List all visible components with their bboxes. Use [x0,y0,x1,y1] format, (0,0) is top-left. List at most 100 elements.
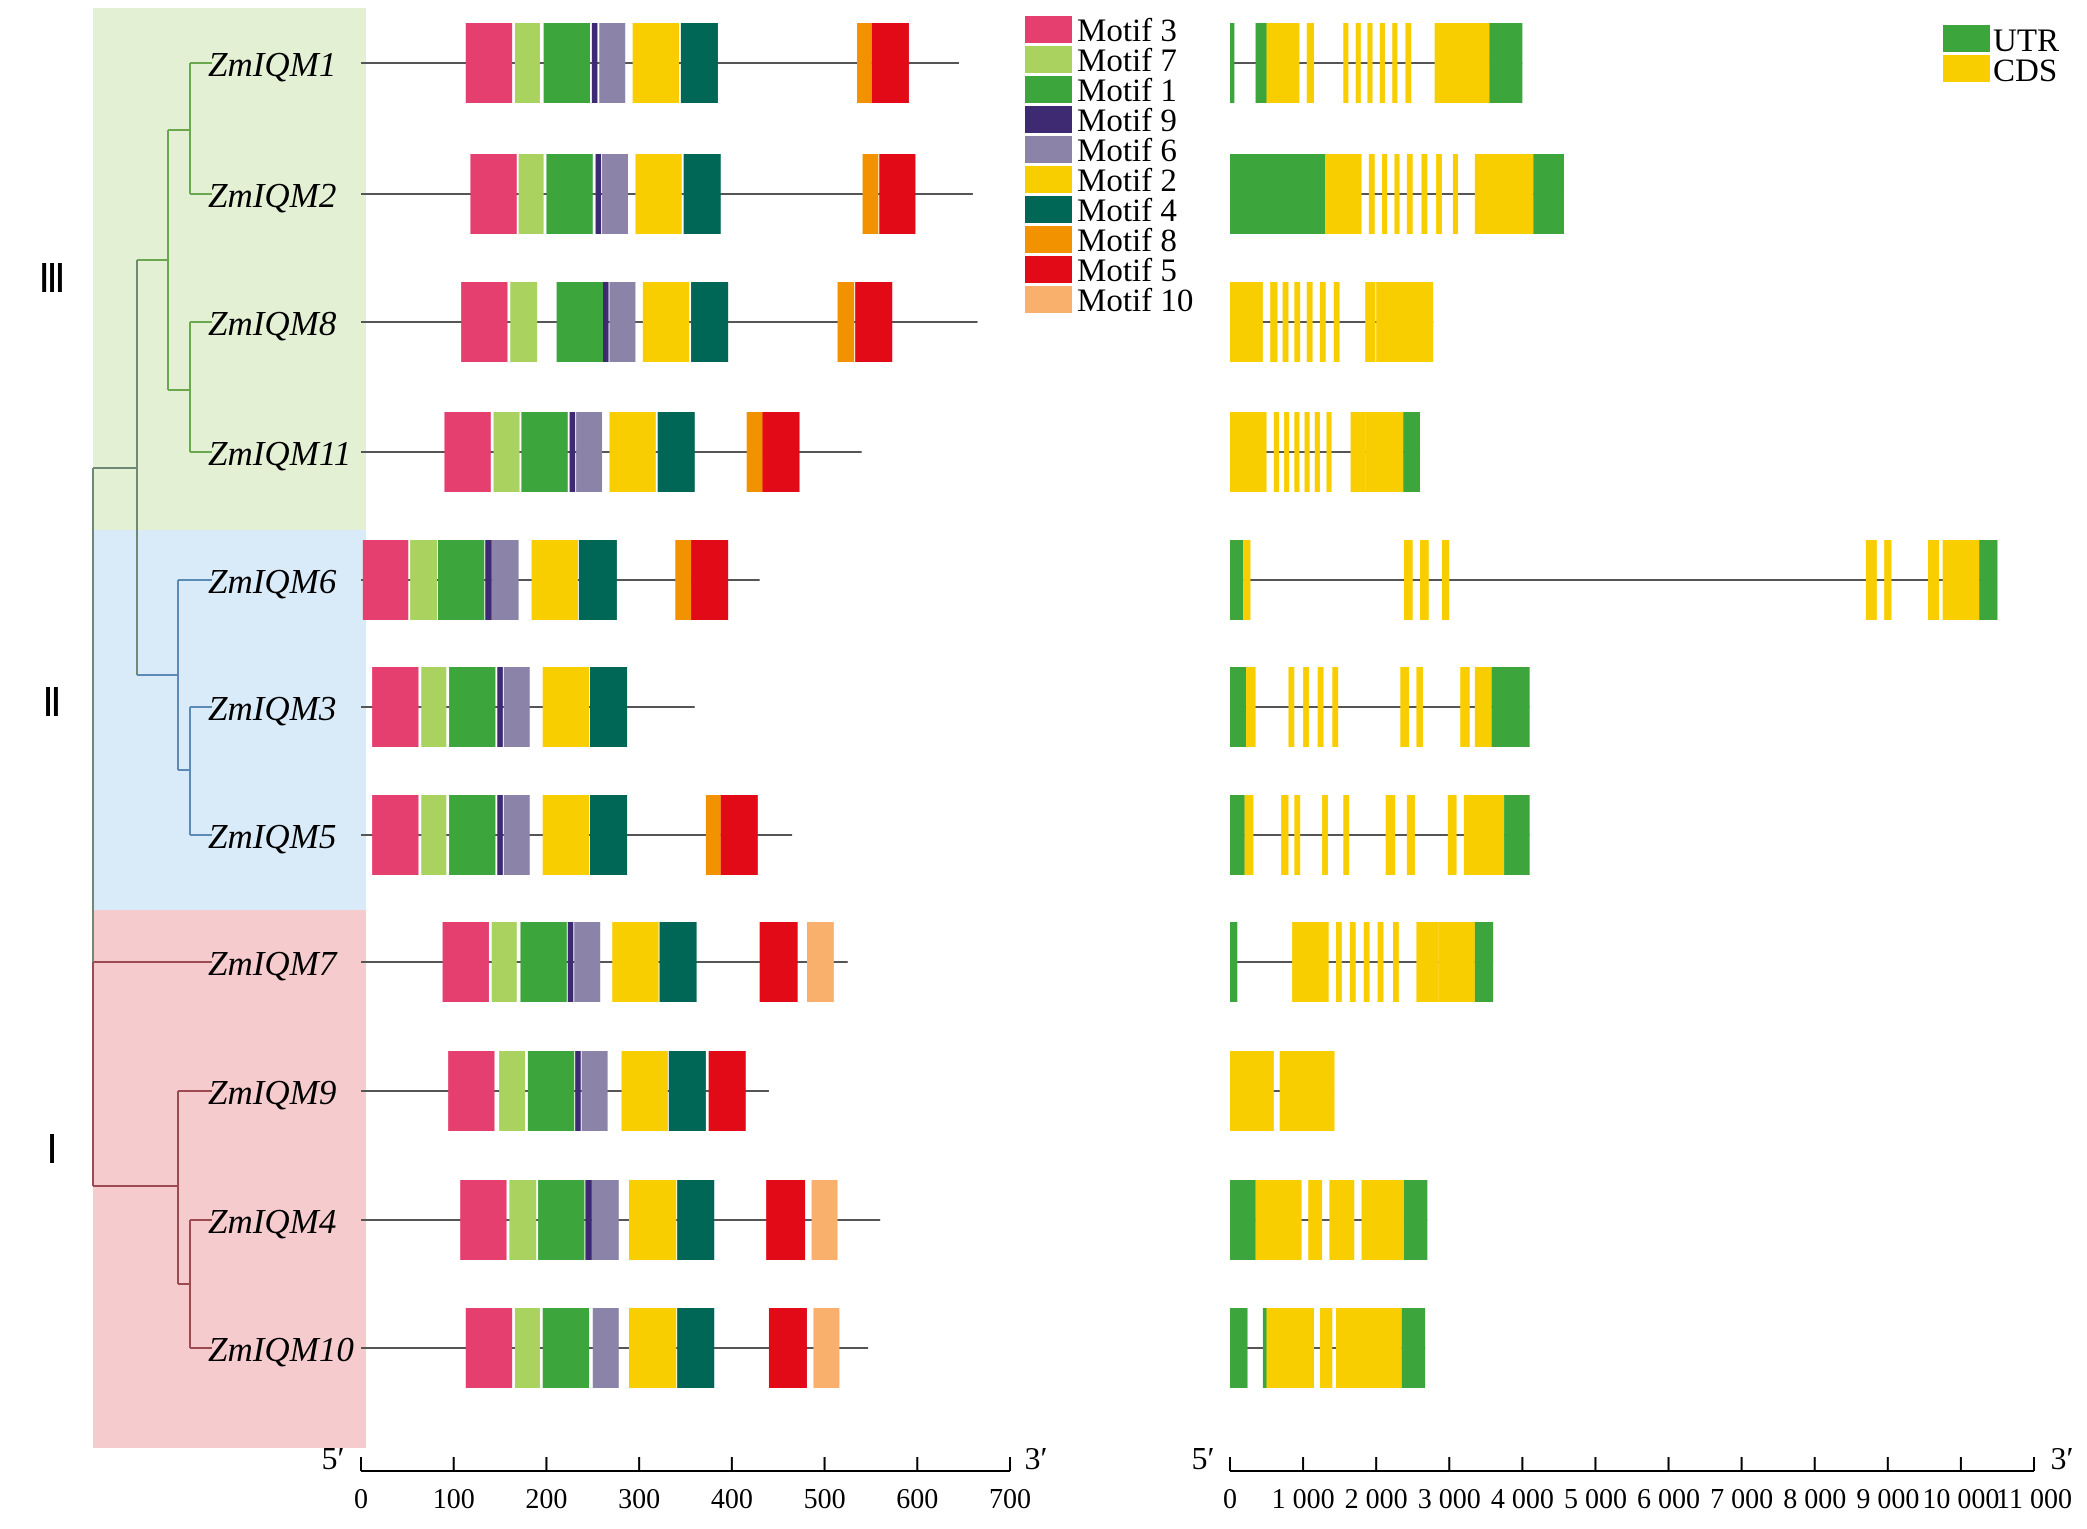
motif-block-motif-9 [497,795,503,875]
exon-utr [1230,1180,1256,1260]
motif-block-motif-6 [591,1180,619,1260]
tick-label: 4 000 [1491,1484,1554,1515]
exon-cds [1243,540,1251,620]
exon-cds [1325,154,1362,234]
motif-block-motif-5 [879,154,916,234]
motif-block-motif-1 [542,1308,590,1388]
motif-block-motif-8 [675,540,692,620]
legend-label-motif-6: Motif 6 [1077,133,1177,169]
motif-block-motif-4 [680,23,718,103]
exon-utr [1401,1308,1426,1388]
exon-cds [1361,1180,1404,1260]
legend-swatch-cds [1943,55,1990,82]
motif-block-motif-3 [460,1180,507,1260]
legend-swatch-motif-7 [1025,46,1072,73]
exon-cds [1394,154,1400,234]
legend-label-motif-1: Motif 1 [1077,73,1177,109]
exon-cds [1329,1180,1355,1260]
legend-label-motif-9: Motif 9 [1077,103,1177,139]
legend-label-motif-3: Motif 3 [1077,13,1177,49]
structure-row-zmiqm1 [1230,23,1523,103]
motif-block-motif-3 [448,1051,495,1131]
exon-cds [1367,23,1373,103]
motif-row-zmiqm1 [361,23,960,103]
exon-utr [1491,667,1530,747]
structure-row-zmiqm4 [1230,1180,1428,1260]
motif-block-motif-4 [677,1308,715,1388]
motif-block-motif-4 [657,412,695,492]
gene-label-zmiqm1: ZmIQM1 [208,45,336,84]
motif-block-motif-5 [708,1051,746,1131]
tick-label: 700 [989,1484,1031,1515]
exon-cds [1304,412,1310,492]
group-band-3 [93,910,366,1448]
exon-cds [1392,922,1399,1002]
exon-cds [1406,154,1413,234]
motif-block-motif-7 [499,1051,526,1131]
structure-row-zmiqm6 [1230,540,1998,620]
motif-block-motif-5 [691,540,729,620]
exon-cds [1319,282,1326,362]
exon-utr [1262,1308,1267,1388]
exon-cds [1441,540,1450,620]
exon-cds [1314,412,1320,492]
exon-cds [1273,412,1279,492]
exon-cds [1474,667,1492,747]
gene-label-zmiqm4: ZmIQM4 [208,1202,336,1241]
legend-swatch-motif-8 [1025,226,1072,253]
motif-block-motif-5 [759,922,798,1002]
exon-utr [1489,23,1523,103]
motif-panel [361,23,978,1388]
exon-cds [1376,282,1434,362]
tick-label: 5 000 [1564,1484,1627,1515]
exon-cds [1436,154,1442,234]
exon-utr [1230,540,1244,620]
motif-block-motif-1 [538,1180,585,1260]
motif-block-motif-9 [497,667,503,747]
gene-label-zmiqm6: ZmIQM6 [208,562,337,601]
exon-cds [1308,1180,1323,1260]
exon-cds [1255,1180,1302,1260]
gene-label-zmiqm9: ZmIQM9 [208,1073,336,1112]
exon-cds [1230,282,1263,362]
axis-start-label: 5′ [1192,1440,1215,1476]
motif-block-motif-6 [602,154,629,234]
exon-cds [1230,412,1267,492]
exon-cds [1400,667,1410,747]
motif-block-motif-6 [581,1051,608,1131]
exon-cds [1322,795,1328,875]
motif-block-motif-2 [628,1308,677,1388]
motif-row-zmiqm3 [361,667,695,747]
motif-block-motif-5 [720,795,758,875]
exon-cds [1350,412,1366,492]
motif-block-motif-4 [683,154,721,234]
exon-cds [1438,922,1475,1002]
exon-cds [1294,412,1300,492]
motif-block-motif-4 [659,922,697,1002]
exon-cds [1284,412,1290,492]
exon-utr [1533,154,1565,234]
exon-cds [1447,795,1457,875]
exon-cds [1282,282,1289,362]
motif-block-motif-1 [527,1051,575,1131]
exon-cds [1230,1051,1274,1131]
exon-cds [1416,922,1439,1002]
gene-structure-panel [1230,23,1998,1388]
motif-block-motif-2 [635,154,682,234]
legend-swatch-motif-6 [1025,136,1072,163]
motif-block-motif-2 [612,922,659,1002]
exon-cds [1281,795,1289,875]
exon-cds [1270,282,1278,362]
exon-utr [1230,154,1326,234]
group-label-2: Ⅱ [42,680,62,725]
tick-label: 100 [433,1484,475,1515]
legend-swatch-motif-9 [1025,106,1072,133]
motif-block-motif-1 [449,795,496,875]
motif-block-motif-4 [578,540,617,620]
exon-utr [1504,795,1530,875]
exon-cds [1333,282,1340,362]
exon-cds [1355,23,1361,103]
